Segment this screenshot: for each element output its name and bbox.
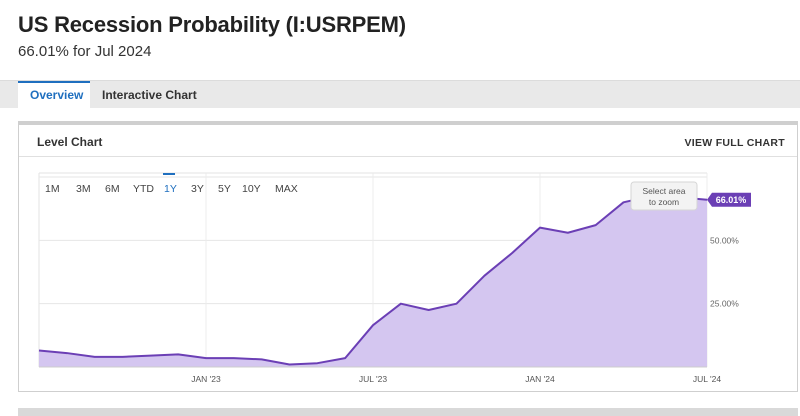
panel-top-border (18, 121, 798, 125)
range-button-10y[interactable]: 10Y (242, 183, 261, 195)
level-chart-panel: Level Chart VIEW FULL CHART 25.00% 50.00%… (18, 124, 798, 392)
tab-interactive-chart[interactable]: Interactive Chart (102, 88, 197, 102)
view-full-chart-link[interactable]: VIEW FULL CHART (684, 137, 785, 149)
active-range-indicator (163, 173, 175, 175)
range-button-3m[interactable]: 3M (76, 183, 91, 195)
range-button-6m[interactable]: 6M (105, 183, 120, 195)
panel-title: Level Chart (37, 135, 103, 149)
range-button-1m[interactable]: 1M (45, 183, 60, 195)
range-button-3y[interactable]: 3Y (191, 183, 204, 195)
page-subtitle: 66.01% for Jul 2024 (18, 43, 152, 60)
x-tick-label: JUL '24 (693, 374, 722, 384)
zoom-hint-line2: to zoom (649, 197, 679, 207)
range-button-1y[interactable]: 1Y (164, 183, 177, 195)
last-value-badge (707, 192, 751, 207)
x-tick-label: JAN '24 (525, 374, 555, 384)
range-button-5y[interactable]: 5Y (218, 183, 231, 195)
range-button-max[interactable]: MAX (275, 183, 298, 195)
tab-overview[interactable]: Overview (18, 81, 90, 109)
panel-header: Level Chart VIEW FULL CHART (19, 125, 797, 157)
bottom-divider (18, 408, 798, 416)
range-button-ytd[interactable]: YTD (133, 183, 154, 195)
zoom-hint-line1: Select area (643, 186, 686, 196)
series-line (38, 195, 708, 366)
last-value-label: 66.01% (716, 195, 747, 205)
level-chart[interactable]: 25.00% 50.00% JAN '23 JUL '23 JAN '24 JUL '24… (19, 125, 799, 393)
y-tick-label: 25.00% (710, 299, 739, 309)
page-title: US Recession Probability (I:USRPEM) (18, 12, 406, 37)
x-tick-label: JUL '23 (359, 374, 388, 384)
zoom-hint-box (630, 181, 698, 211)
x-tick-label: JAN '23 (191, 374, 221, 384)
series-area (39, 196, 707, 367)
y-tick-label: 50.00% (710, 235, 739, 245)
tab-bar: Overview Interactive Chart (0, 80, 800, 109)
